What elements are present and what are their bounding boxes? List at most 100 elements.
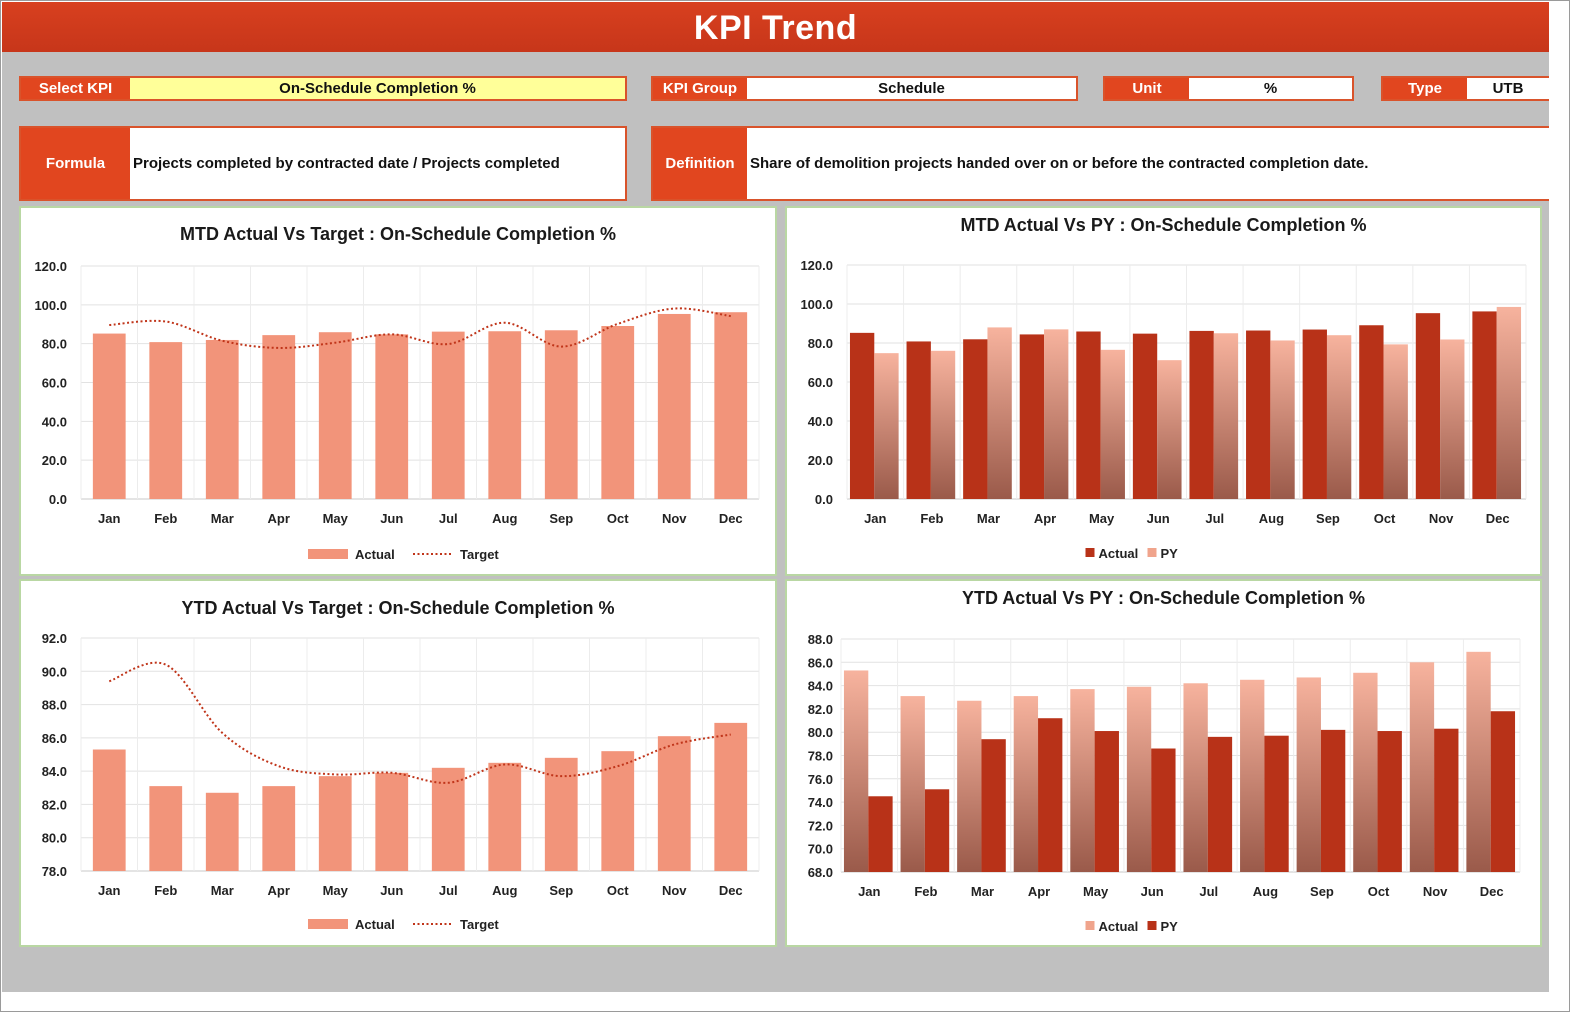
chart-plot-svg: 0.0 20.0 40.0 60.0 80.0 100.0 120.0 Jan Feb Mar Ap… [34, 259, 760, 562]
x-tick-label: Aug [1253, 884, 1278, 899]
legend-swatch [1085, 921, 1095, 930]
select-kpi-dropdown[interactable]: On-Schedule Completion % [130, 78, 625, 99]
definition-label: Definition [653, 128, 747, 199]
bar-actual [1415, 313, 1441, 499]
y-tick-label: 60.0 [42, 376, 67, 391]
bar-actual [843, 670, 869, 872]
definition-text: Share of demolition projects handed over… [750, 155, 1369, 172]
bar-actual [431, 331, 465, 499]
mtd-actual-vs-py-chart: MTD Actual Vs PY : On-Schedule Completio… [785, 206, 1542, 576]
dashboard-canvas: KPI Trend Select KPI On-Schedule Complet… [2, 2, 1549, 992]
y-tick-label: 78.0 [42, 864, 67, 879]
y-tick-label: 86.0 [42, 731, 67, 746]
x-tick-label: Jan [864, 511, 886, 526]
chart-title: MTD Actual Vs PY : On-Schedule Completio… [960, 215, 1367, 235]
mtd-actual-vs-target-chart: MTD Actual Vs Target : On-Schedule Compl… [19, 206, 777, 576]
bar-actual [1019, 334, 1045, 499]
y-tick-label: 78.0 [808, 749, 833, 764]
legend-swatch-actual [308, 549, 348, 559]
legend-swatch-actual [308, 919, 348, 929]
bar-actual [1189, 330, 1214, 499]
bar-actual [1240, 679, 1265, 872]
x-tick-label: Jun [380, 883, 403, 898]
y-tick-label: 84.0 [42, 764, 67, 779]
x-tick-label: Jan [98, 883, 120, 898]
x-tick-label: Mar [971, 884, 994, 899]
select-kpi-label: Select KPI [21, 78, 130, 99]
bar-py [1377, 731, 1402, 872]
x-tick-label: Sep [549, 883, 573, 898]
x-tick-label: Jun [1141, 884, 1164, 899]
y-tick-label: 20.0 [808, 453, 833, 468]
type-value: UTB [1492, 80, 1524, 97]
x-tick-label: Dec [1486, 511, 1510, 526]
x-tick-label: Sep [1316, 511, 1340, 526]
type-label: Type [1383, 78, 1467, 99]
bar-py [868, 796, 893, 872]
y-tick-label: 80.0 [808, 725, 833, 740]
x-tick-label: Apr [268, 511, 290, 526]
bar-py [1320, 729, 1346, 872]
x-tick-label: Sep [1310, 884, 1334, 899]
legend-swatch [1085, 548, 1095, 557]
bar-actual [544, 757, 578, 871]
bar-py [874, 353, 899, 499]
bar-actual [1013, 696, 1039, 872]
x-tick-label: Oct [1368, 884, 1390, 899]
bar-py [1038, 718, 1063, 872]
bar-py [981, 739, 1006, 872]
bar-py [1044, 329, 1069, 499]
y-tick-label: 90.0 [42, 664, 67, 679]
legend-label: PY [1161, 546, 1179, 561]
x-tick-label: Sep [549, 511, 573, 526]
bar-actual [1246, 330, 1271, 499]
definition-box: Definition Share of demolition projects … [651, 126, 1549, 201]
bar-actual [601, 325, 635, 499]
y-tick-label: 0.0 [49, 492, 67, 507]
x-tick-label: May [1083, 884, 1109, 899]
bar-actual [1302, 329, 1327, 499]
y-tick-label: 82.0 [808, 702, 833, 717]
legend-label-actual: Actual [355, 547, 395, 562]
legend-swatch [1147, 548, 1157, 557]
bar-actual [544, 330, 578, 499]
target-line [108, 661, 731, 784]
x-tick-label: Mar [211, 883, 234, 898]
bar-actual [262, 786, 296, 871]
bar-actual [1353, 672, 1378, 872]
bar-py [1157, 360, 1182, 499]
bar-actual [262, 335, 296, 499]
bar-actual [906, 341, 931, 499]
bar-actual [657, 313, 691, 499]
bar-actual [900, 696, 925, 872]
x-tick-label: Jul [439, 511, 458, 526]
kpi-group-field: KPI Group Schedule [651, 76, 1078, 101]
chart-plot-svg: 0.0 20.0 40.0 60.0 80.0 100.0 120.0 Jan Feb Mar Ap… [800, 258, 1527, 561]
y-tick-label: 40.0 [42, 414, 67, 429]
y-tick-label: 20.0 [42, 453, 67, 468]
x-tick-label: Aug [492, 511, 517, 526]
bar-py [1094, 731, 1119, 872]
legend-label: Actual [1099, 919, 1139, 934]
y-tick-label: 120.0 [800, 258, 833, 273]
y-tick-label: 88.0 [42, 698, 67, 713]
x-tick-label: Jan [858, 884, 880, 899]
x-tick-label: Feb [154, 883, 177, 898]
chart-title: YTD Actual Vs Target : On-Schedule Compl… [181, 598, 615, 618]
x-tick-label: Jun [1147, 511, 1170, 526]
bar-py [1207, 736, 1233, 872]
y-tick-label: 76.0 [808, 772, 833, 787]
x-tick-label: May [323, 883, 349, 898]
bar-actual [375, 772, 409, 871]
bar-py [924, 789, 950, 872]
y-tick-label: 60.0 [808, 375, 833, 390]
y-tick-label: 100.0 [34, 298, 67, 313]
x-tick-label: Aug [492, 883, 517, 898]
bar-py [1496, 306, 1522, 499]
x-tick-label: Mar [211, 511, 234, 526]
x-tick-label: Nov [1423, 884, 1448, 899]
x-tick-label: Nov [1429, 511, 1454, 526]
y-tick-label: 100.0 [800, 297, 833, 312]
y-tick-label: 82.0 [42, 797, 67, 812]
